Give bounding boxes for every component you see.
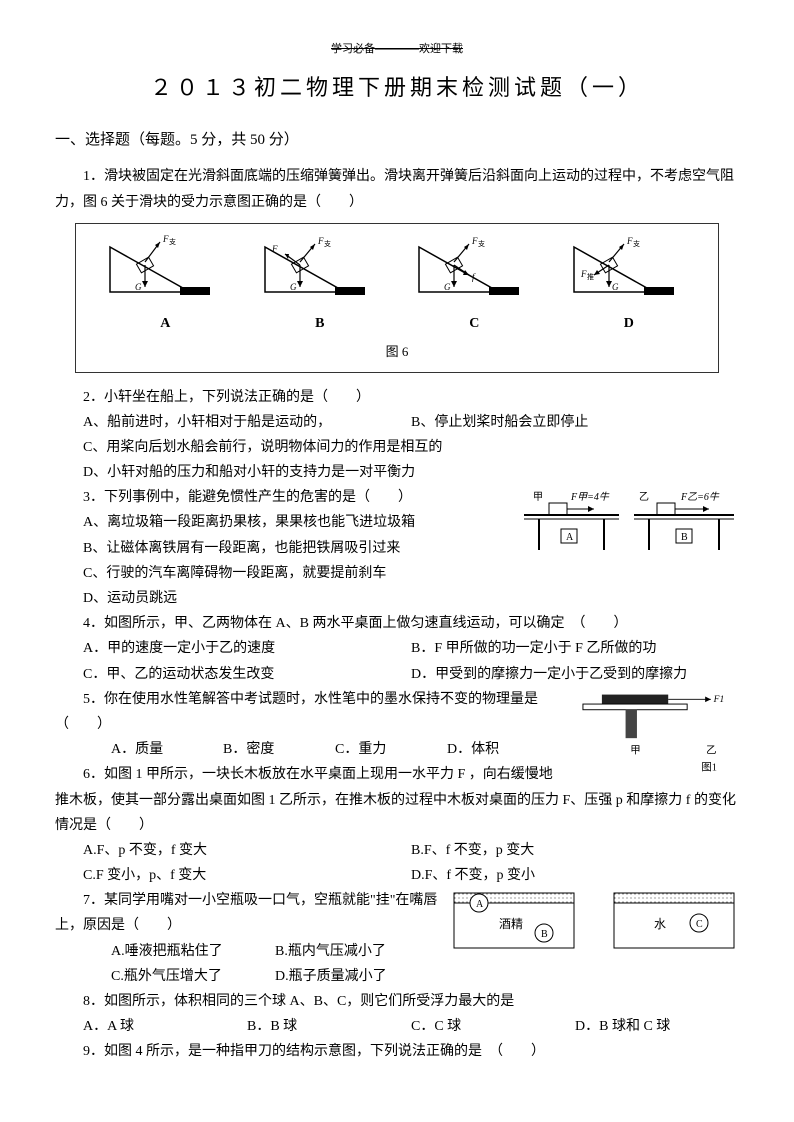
svg-text:F: F [471, 236, 478, 246]
q6-opt-a: A.F、p 不变，f 变大 [83, 838, 411, 863]
svg-text:推: 推 [587, 272, 594, 281]
q1-fig-c: F支 G f C [409, 232, 539, 336]
q2-opt-b: B、停止划桨时船会立即停止 [411, 410, 739, 435]
svg-text:甲: 甲 [630, 745, 640, 756]
header-small: 学习必备————欢迎下载 [55, 40, 739, 60]
q8-opt-c: C．C 球 [411, 1014, 575, 1039]
q2-opt-a: A、船前进时，小轩相对于船是运动的， [83, 410, 411, 435]
svg-text:A: A [566, 532, 574, 543]
q1-fig-d: F支 G F推 D [564, 232, 694, 336]
q1-label-b: B [315, 316, 324, 331]
svg-text:酒精: 酒精 [499, 917, 523, 931]
q4-opt-b: B．F 甲所做的功一定小于 F 乙所做的功 [411, 636, 739, 661]
svg-text:图1: 图1 [701, 761, 717, 773]
svg-text:A: A [476, 899, 484, 910]
svg-text:G: G [135, 282, 142, 292]
q4-opt-d: D．甲受到的摩擦力一定小于乙受到的摩擦力 [411, 662, 739, 687]
q8-text: 8．如图所示，体积相同的三个球 A、B、C，则它们所受浮力最大的是 [55, 989, 739, 1014]
q8-opt-d: D．B 球和 C 球 [575, 1014, 739, 1039]
q5-opt-c: C．重力 [335, 737, 447, 762]
svg-text:F: F [162, 234, 169, 244]
svg-text:乙: 乙 [706, 744, 716, 756]
svg-text:C: C [696, 919, 703, 930]
svg-text:F: F [271, 244, 278, 254]
q8-opt-b: B．B 球 [247, 1014, 411, 1039]
q6-opt-c: C.F 变小，p、f 变大 [83, 863, 411, 888]
q9-text: 9．如图 4 所示，是一种指甲刀的结构示意图，下列说法正确的是 （ ） [55, 1039, 739, 1064]
q7-figure: A B 酒精 C 水 [449, 888, 739, 958]
section-1-heading: 一、选择题（每题。5 分，共 50 分） [55, 127, 739, 154]
svg-text:支: 支 [169, 237, 176, 246]
svg-text:B: B [681, 532, 688, 543]
svg-text:G: G [444, 282, 451, 292]
q2-text: 2．小轩坐在船上，下列说法正确的是（ ） [55, 385, 739, 410]
svg-text:F: F [626, 236, 633, 246]
q3-opt-d: D、运动员跳远 [55, 586, 739, 611]
q4-text: 4．如图所示，甲、乙两物体在 A、B 两水平桌面上做匀速直线运动，可以确定 （ … [55, 611, 739, 636]
q1-label-d: D [624, 316, 634, 331]
q7-opt-d: D.瓶子质量减小了 [275, 964, 439, 989]
svg-text:支: 支 [633, 239, 640, 248]
q1-fig-caption: 图 6 [88, 340, 706, 363]
svg-text:G: G [612, 282, 619, 292]
svg-text:F乙=6牛: F乙=6牛 [680, 491, 720, 503]
q2-opt-d: D、小轩对船的压力和船对小轩的支持力是一对平衡力 [55, 460, 739, 485]
page-title: ２０１３初二物理下册期末检测试题（一） [55, 68, 739, 108]
q5-opt-a: A．质量 [111, 737, 223, 762]
svg-text:F1: F1 [713, 695, 725, 705]
q1-text: 1．滑块被固定在光滑斜面底端的压缩弹簧弹出。滑块离开弹簧后沿斜面向上运动的过程中… [55, 164, 739, 214]
q4-opt-c: C．甲、乙的运动状态发生改变 [83, 662, 411, 687]
q1-fig-a: F支 G A [100, 232, 230, 336]
q2-opt-c: C、用桨向后划水船会前行，说明物体间力的作用是相互的 [55, 435, 739, 460]
q6-opt-d: D.F、f 不变，p 变小 [411, 863, 739, 888]
svg-text:水: 水 [654, 917, 666, 931]
svg-text:F: F [580, 269, 587, 279]
q7-opt-b: B.瓶内气压减小了 [275, 939, 439, 964]
q1-fig-b: F支 G F B [255, 232, 385, 336]
svg-text:F: F [317, 236, 324, 246]
svg-text:支: 支 [324, 239, 331, 248]
svg-text:乙: 乙 [639, 491, 649, 503]
q6-figure: F1 甲 乙 图1 [569, 687, 739, 786]
q3-figure: 甲 F甲=4牛 A 乙 F乙=6牛 B [519, 485, 739, 574]
q8-opt-a: A．A 球 [83, 1014, 247, 1039]
q4-opt-a: A．甲的速度一定小于乙的速度 [83, 636, 411, 661]
q1-label-c: C [469, 316, 479, 331]
svg-text:G: G [290, 282, 297, 292]
q5-opt-d: D．体积 [447, 737, 559, 762]
svg-text:甲: 甲 [533, 492, 543, 503]
svg-text:f: f [472, 272, 476, 282]
svg-text:F甲=4牛: F甲=4牛 [570, 491, 610, 503]
q6-opt-b: B.F、f 不变，p 变大 [411, 838, 739, 863]
q1-figure-box: F支 G A F支 G F B [75, 223, 719, 373]
q7-opt-c: C.瓶外气压增大了 [111, 964, 275, 989]
q7-opt-a: A.唾液把瓶粘住了 [111, 939, 275, 964]
q5-opt-b: B．密度 [223, 737, 335, 762]
svg-text:B: B [541, 929, 548, 940]
q1-label-a: A [160, 316, 170, 331]
svg-text:支: 支 [478, 239, 485, 248]
